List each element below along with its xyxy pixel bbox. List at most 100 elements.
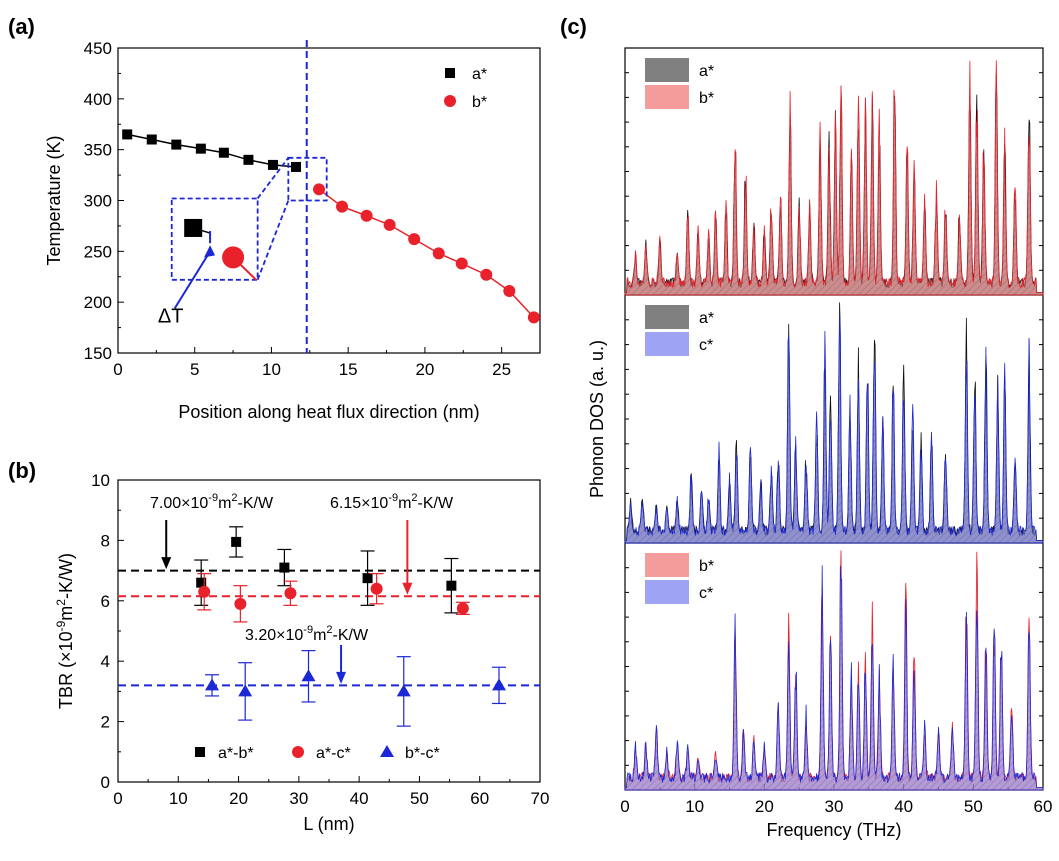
x-tick-label: 50 <box>410 789 429 808</box>
data-point-b <box>336 200 349 213</box>
zoom-connector <box>256 157 290 200</box>
legend-label: c* <box>699 585 713 602</box>
data-point-a <box>146 134 157 145</box>
x-tick-label: 60 <box>1034 797 1053 816</box>
data-point-a <box>243 154 254 165</box>
data-point-b <box>408 233 421 246</box>
reference-label-part: 3.20×10 <box>245 627 303 644</box>
y-tick-label: 150 <box>84 344 112 363</box>
panel-c-chart: 0 10 20 30 40 50 60 Frequency (THz) Phonon DOS (… <box>587 47 1053 840</box>
legend-label: b*-c* <box>405 745 440 762</box>
reference-label-part: -K/W <box>333 627 369 644</box>
reference-label: 6.15×10-9m2-K/W <box>330 492 454 512</box>
legend-swatch <box>645 332 689 356</box>
x-axis-label: Frequency (THz) <box>766 820 901 840</box>
legend-marker <box>195 747 205 757</box>
legend-marker-b <box>444 95 456 107</box>
x-tick-label: 10 <box>169 789 188 808</box>
legend-swatch <box>645 580 689 604</box>
legend-marker <box>292 746 304 758</box>
y-tick-label: 200 <box>84 293 112 312</box>
data-point-b <box>480 268 493 281</box>
data-point-ab <box>196 577 207 588</box>
reference-arrowhead <box>336 671 347 684</box>
data-point-b <box>432 247 445 260</box>
reference-label-part: -K/W <box>238 495 274 512</box>
panel-label-a: (a) <box>8 14 35 39</box>
data-point-b <box>527 311 540 324</box>
data-point-bc <box>301 669 316 682</box>
dos-overlap-hatch <box>625 313 1043 543</box>
legend-label: c* <box>699 337 713 354</box>
data-point-ac <box>370 582 383 595</box>
data-point-ab <box>362 573 373 584</box>
data-point-b <box>313 183 326 196</box>
x-tick-label: 20 <box>755 797 774 816</box>
reference-label-part: -9 <box>208 492 218 504</box>
y-tick-label: 4 <box>101 652 110 671</box>
y-tick-label: 6 <box>101 592 110 611</box>
y-tick-label: 8 <box>101 531 110 550</box>
reference-label-part: m <box>313 627 326 644</box>
zoom-inset-box <box>170 197 259 281</box>
y-tick-label: 2 <box>101 713 110 732</box>
data-point-a <box>267 159 278 170</box>
reference-label-part: 2 <box>411 492 417 504</box>
data-point-b <box>360 209 373 222</box>
reference-label-part: m <box>218 495 231 512</box>
panel-a-chart: 0 5 10 15 20 25 150 200 250 300 350 400 450 Position … <box>44 39 541 422</box>
x-tick-label: 70 <box>531 789 550 808</box>
data-point-a <box>122 129 133 140</box>
zoom-point-a <box>184 218 203 237</box>
data-point-bc <box>205 678 220 691</box>
data-point-ac <box>198 585 211 598</box>
data-point-b <box>503 284 516 297</box>
x-tick-label: 0 <box>620 797 629 816</box>
data-point-ac <box>456 602 469 615</box>
panel-label-b: (b) <box>8 458 36 483</box>
data-point-a <box>291 161 302 172</box>
y-tick-label: 450 <box>84 39 112 58</box>
data-point-bc <box>396 684 411 697</box>
data-point-bc <box>492 678 507 691</box>
y-axis-label-part: m <box>56 606 76 621</box>
data-point-b <box>383 218 396 231</box>
reference-label: 3.20×10-9m2-K/W <box>245 624 369 644</box>
reference-arrowhead <box>402 582 413 595</box>
x-tick-label: 10 <box>685 797 704 816</box>
x-tick-label: 15 <box>339 360 358 379</box>
delta-t-label: ΔT <box>158 306 184 328</box>
x-tick-label: 50 <box>964 797 983 816</box>
zoom-source-box <box>287 156 328 202</box>
series-b-line <box>318 188 535 318</box>
data-point-ac <box>234 597 247 610</box>
data-point-bc <box>238 684 253 697</box>
reference-label-part: -9 <box>303 624 313 636</box>
reference-label-part: 7.00×10 <box>150 495 208 512</box>
zoom-point-b <box>222 246 245 269</box>
legend-swatch <box>645 58 689 82</box>
reference-arrowhead <box>161 557 172 570</box>
delta-t-arrowhead <box>204 245 216 258</box>
x-tick-label: 20 <box>229 789 248 808</box>
x-axis-label: Position along heat flux direction (nm) <box>178 402 479 422</box>
legend-label-a: a* <box>472 66 487 83</box>
legend-label: a*-b* <box>218 745 254 762</box>
y-axis-label: Temperature (K) <box>44 135 64 265</box>
reference-label-part: -9 <box>388 492 398 504</box>
legend-label: b* <box>699 558 714 575</box>
data-point-ab <box>446 580 457 591</box>
y-tick-label: 10 <box>91 471 110 490</box>
legend-label: a* <box>699 63 714 80</box>
data-point-ab <box>231 536 242 547</box>
legend-swatch <box>645 553 689 577</box>
data-point-b <box>455 257 468 270</box>
plot-frame <box>624 47 1044 791</box>
y-tick-label: 350 <box>84 141 112 160</box>
reference-label-part: m <box>398 495 411 512</box>
dos-overlap-hatch <box>625 565 1043 790</box>
legend-label: b* <box>699 90 714 107</box>
data-point-ab <box>279 562 290 573</box>
legend-label: a*-c* <box>316 745 351 762</box>
